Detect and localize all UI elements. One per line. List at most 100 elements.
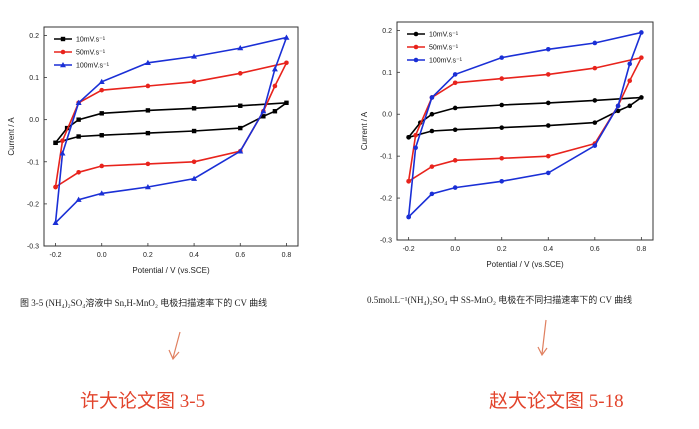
legend-label: 10mV.s⁻¹ [76,37,106,44]
series-line-2 [54,61,288,188]
right-figure-caption: 0.5mol.L⁻¹(NH₄)₂SO₄ 中 SS-MnO₂ 电极在不同扫描速率下… [367,295,633,305]
left-footer-label: 许大论文图 3-5 [80,391,206,412]
data-point [413,132,418,138]
y-tick-label: 0.1 [382,70,392,77]
left-arrow-head [168,349,180,361]
y-tick-label: 0.2 [29,33,39,40]
data-point [545,100,551,106]
data-point [429,164,435,169]
x-tick-label: 0.4 [189,252,199,259]
plot-frame [43,26,299,247]
left-arrow-shaft [172,331,181,359]
x-tick-label: 0.0 [97,252,107,259]
x-axis-label: Potential / V (vs.SCE) [132,266,210,275]
data-point [592,98,598,103]
data-point [452,185,458,190]
data-point [452,127,458,133]
data-point [545,72,551,77]
left-figure-caption: 图 3-5 (NH₄)₂SO₄溶液中 Sn,H-MnO₂ 电极扫描速率下的 CV… [20,298,268,308]
right-footer-label: 赵大论文图 5-18 [489,391,624,412]
data-point [592,40,598,46]
data-point [499,125,505,130]
x-tick-label: 0.8 [636,246,646,253]
data-point [76,134,81,139]
data-point [191,128,197,134]
data-point [145,108,151,113]
data-point [284,60,289,66]
data-point [413,145,418,151]
legend-label: 100mV.s⁻¹ [76,63,110,70]
x-tick-label: 0.8 [282,252,292,259]
data-point [59,150,66,156]
data-point [98,78,105,84]
data-point [191,159,197,165]
x-tick-label: 0.4 [543,246,553,253]
data-point [191,175,198,181]
data-point [406,214,411,220]
left-figure-panel: -0.2 0.0 0.2 0.4 0.6 0.8 -0.3 -0.2 -0.1 0.0 0.1 0.2… [7,26,299,412]
right-figure-panel: -0.2 0.0 0.2 0.4 0.6 0.8 -0.3 -0.2 -0.1 0.0 0.1 0.2… [349,0,699,429]
data-point [144,59,151,65]
data-point [627,78,633,83]
data-point [615,108,621,114]
data-point [144,184,151,190]
data-point [283,34,290,40]
data-point [238,125,243,131]
data-point [98,190,105,196]
y-tick-label: -0.3 [380,238,392,245]
legend-marker [60,49,66,55]
x-axis-label: Potential / V (vs.SCE) [486,260,564,269]
data-point [429,95,435,100]
y-tick-label: -0.2 [380,196,392,203]
legend-label: 50mV.s⁻¹ [76,50,106,57]
data-point [60,138,65,144]
data-point [429,111,435,117]
data-point [452,158,458,163]
data-point [260,108,267,114]
legend-marker [413,44,419,50]
data-point [76,117,81,122]
data-point [406,179,411,184]
data-point [545,153,551,159]
data-point [191,79,197,85]
series-line-1 [54,101,290,144]
data-point [191,53,198,59]
data-point [237,45,244,51]
data-point [237,71,243,76]
legend-label: 10mV.s⁻¹ [429,32,459,39]
y-tick-label: 0.0 [29,117,39,124]
data-point [75,196,82,202]
series-line-3 [54,36,288,224]
legend-marker [413,57,419,63]
cv-chart-left: -0.2 0.0 0.2 0.4 0.6 0.8 -0.3 -0.2 -0.1 0.0 0.1 0.2… [7,26,299,275]
x-tick-label: 0.6 [235,252,245,259]
data-point [53,184,58,190]
data-point [99,111,104,116]
data-point [545,170,551,176]
x-tick-label: 0.2 [497,246,507,253]
data-point [452,80,458,86]
data-point [499,55,505,60]
data-point [272,83,278,89]
x-tick-label: -0.2 [50,252,62,259]
legend-label: 100mV.s⁻¹ [429,58,463,65]
data-point [99,163,105,169]
data-point [429,128,435,134]
data-point [261,114,266,119]
data-point [406,134,411,140]
data-point [76,169,81,175]
series-line-3 [407,31,643,218]
y-axis-label: Current / A [7,117,16,156]
data-point [284,100,289,106]
data-point [545,46,551,52]
data-point [639,30,644,35]
data-point [639,55,644,60]
data-point [52,219,59,226]
y-tick-label: -0.3 [27,244,39,251]
legend-marker [60,36,66,42]
data-point [145,130,151,136]
data-point [627,61,633,67]
data-point [452,105,458,111]
x-tick-label: -0.2 [403,246,415,253]
data-point [499,102,505,108]
